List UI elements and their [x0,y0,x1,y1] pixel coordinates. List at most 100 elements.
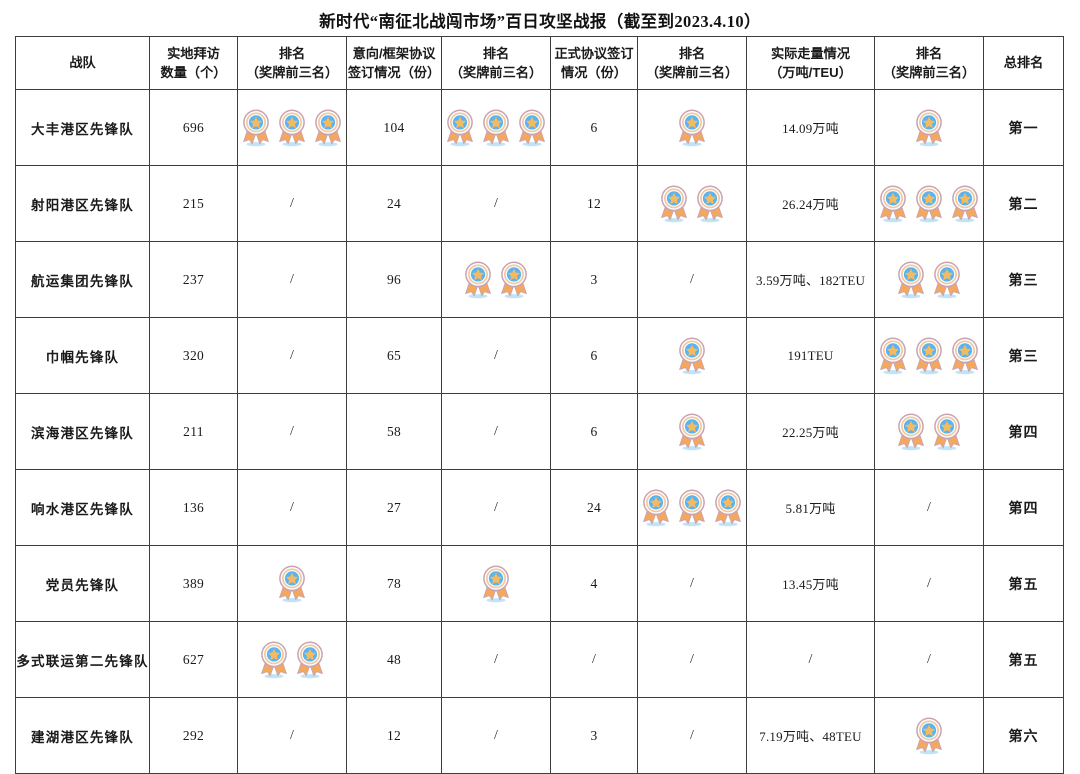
cell-visits: 627 [149,621,238,698]
team-name: 射阳港区先锋队 [31,197,134,213]
intent-count: 24 [386,195,402,211]
cell-formal-rank [637,393,747,470]
cell-formal-rank [637,165,747,242]
award-medal-icon [898,261,924,298]
cell-formal: 6 [550,393,638,470]
cell-visit-rank: / [237,165,347,242]
cell-intent-rank [441,241,551,318]
cell-intent-rank: / [441,469,551,546]
column-header-line2: （万吨/TEU） [769,65,852,80]
cell-intent-rank: / [441,393,551,470]
column-header-1: 实地拜访 数量（个） [149,36,238,90]
cell-formal-rank [637,317,747,394]
total-rank-value: 第三 [1008,347,1039,364]
cell-volume-rank [874,165,984,242]
volume-value: 14.09万吨 [782,121,839,136]
award-medal-icon [880,337,906,374]
column-header-7: 实际走量情况 （万吨/TEU） [746,36,875,90]
cell-visits: 389 [149,545,238,622]
volume-value: 5.81万吨 [785,501,836,516]
formal-rank-medals-none: / [690,272,694,287]
cell-volume-rank [874,241,984,318]
cell-intent: 48 [346,621,442,698]
table-row: 建湖港区先锋队 292 / 12 / 3 / 7.19万吨、48TEU 第六 [15,697,1064,774]
table-row: 滨海港区先锋队 211 / 58 / 6 22.25万吨 第四 [15,393,1064,470]
award-medal-icon [447,109,473,146]
award-medal-icon [279,565,305,602]
cell-intent: 96 [346,241,442,318]
cell-total-rank: 第五 [983,545,1064,622]
column-header-line1: 排名 [278,45,306,61]
cell-formal-rank: / [637,621,747,698]
visit-count: 320 [182,347,205,363]
cell-formal: 3 [550,697,638,774]
cell-visit-rank [237,621,347,698]
cell-intent: 78 [346,545,442,622]
award-medal-icon [315,109,341,146]
table-row: 大丰港区先锋队 696 104 6 14.09万吨 第一 [15,89,1064,166]
award-medal-icon [465,261,491,298]
column-header-line1: 正式协议签订 [554,45,634,61]
formal-count: 6 [590,423,598,439]
cell-visit-rank: / [237,393,347,470]
visit-count: 389 [182,575,205,591]
cell-visit-rank [237,89,347,166]
cell-volume: 5.81万吨 [746,469,875,546]
cell-intent-rank: / [441,621,551,698]
cell-volume: 26.24万吨 [746,165,875,242]
table-body: 大丰港区先锋队 696 104 6 14.09万吨 第一射阳港区先锋队 215 / 24 / 12 2… [15,89,1064,774]
intent-count: 48 [386,651,402,667]
cell-intent: 65 [346,317,442,394]
visit-count: 215 [182,195,205,211]
team-name: 多式联运第二先锋队 [16,653,149,669]
column-header-line1: 实地拜访 [167,45,220,61]
formal-count-none: / [592,652,596,667]
cell-intent: 24 [346,165,442,242]
intent-count: 78 [386,575,402,591]
award-medal-icon [880,185,906,222]
report-page: 新时代“南征北战闯市场”百日攻坚战报（截至到2023.4.10） 战队 实地拜访数… [15,12,1064,774]
formal-rank-medals [638,90,746,165]
volume-value-none: / [808,652,813,667]
formal-count: 6 [590,347,598,363]
column-header-5: 正式协议签订 情况（份） [550,36,638,90]
volume-rank-medals-none: / [927,576,931,591]
column-header-line2: （奖牌前三名） [882,65,976,80]
page-title: 新时代“南征北战闯市场”百日攻坚战报（截至到2023.4.10） [319,12,761,31]
total-rank-value: 第四 [1008,499,1039,516]
award-medal-icon [679,489,705,526]
cell-formal: 12 [550,165,638,242]
column-header-line1: 意向/框架协议 [352,45,436,61]
cell-total-rank: 第二 [983,165,1064,242]
visit-rank-medals-none: / [290,196,294,211]
column-header-8: 排名 （奖牌前三名） [874,36,984,90]
intent-rank-medals-none: / [494,500,498,515]
cell-visits: 237 [149,241,238,318]
visit-rank-medals [238,90,346,165]
column-header-3: 意向/框架协议 签订情况（份） [346,36,442,90]
column-header-0: 战队 [15,36,150,90]
column-header-line1: 实际走量情况 [770,45,851,61]
cell-team: 党员先锋队 [15,545,150,622]
cell-intent-rank [441,89,551,166]
volume-rank-medals [875,698,983,773]
formal-count: 4 [590,575,598,591]
cell-formal-rank: / [637,545,747,622]
volume-value: 22.25万吨 [782,425,839,440]
column-header-9: 总排名 [983,36,1064,90]
column-header-line1: 总排名 [1003,55,1044,71]
cell-team: 建湖港区先锋队 [15,697,150,774]
cell-volume: 7.19万吨、48TEU [746,697,875,774]
volume-value: 26.24万吨 [782,197,839,212]
intent-rank-medals-none: / [494,348,498,363]
visit-rank-medals-none: / [290,424,294,439]
cell-intent-rank: / [441,317,551,394]
award-medal-icon [916,185,942,222]
column-header-6: 排名 （奖牌前三名） [637,36,747,90]
cell-formal: / [550,621,638,698]
cell-volume-rank [874,317,984,394]
cell-team: 多式联运第二先锋队 [15,621,150,698]
total-rank-value: 第四 [1008,423,1039,440]
cell-volume-rank [874,393,984,470]
column-header-line2: （奖牌前三名） [245,65,339,80]
